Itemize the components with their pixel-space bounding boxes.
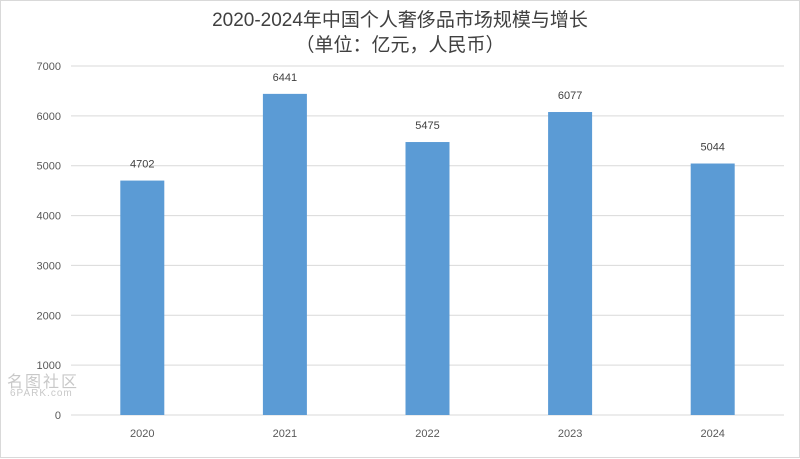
x-tick-label: 2023: [558, 428, 582, 440]
gridlines: [71, 65, 784, 416]
x-tick-label: 2020: [130, 428, 154, 440]
chart-subtitle: （单位：亿元，人民币）: [295, 35, 505, 56]
y-tick-label: 3000: [37, 260, 61, 272]
y-tick-label: 5000: [37, 161, 61, 173]
bar-2024: [690, 163, 735, 415]
data-labels: 4702 6441 5475 6077 5044: [130, 72, 725, 171]
data-label-2021: 6441: [273, 72, 297, 84]
bar-2020: [120, 180, 165, 415]
data-label-2023: 6077: [558, 90, 582, 102]
data-label-2020: 4702: [130, 159, 154, 171]
x-tick-label: 2022: [415, 428, 439, 440]
y-tick-label: 0: [55, 410, 61, 422]
bar-2022: [405, 142, 450, 415]
chart-title: 2020-2024年中国个人奢侈品市场规模与增长: [212, 10, 588, 31]
data-label-2022: 5475: [415, 120, 439, 132]
y-tick-label: 6000: [37, 111, 61, 123]
watermark-english: 6PARK.com: [10, 388, 73, 399]
y-tick-label: 1000: [37, 360, 61, 372]
bars: [120, 93, 735, 416]
y-tick-label: 2000: [37, 310, 61, 322]
x-axis-ticks: 2020 2021 2022 2023 2024: [130, 428, 725, 440]
x-tick-label: 2024: [700, 428, 724, 440]
bar-2023: [548, 112, 593, 416]
y-tick-label: 4000: [37, 211, 61, 223]
y-axis-ticks: 0 1000 2000 3000 4000 5000 6000 7000: [37, 61, 61, 422]
y-tick-label: 7000: [37, 61, 61, 73]
data-label-2024: 5044: [700, 142, 724, 154]
x-tick-label: 2021: [273, 428, 297, 440]
watermark-chinese: 名图社区: [7, 372, 80, 391]
bar-2021: [262, 93, 307, 415]
